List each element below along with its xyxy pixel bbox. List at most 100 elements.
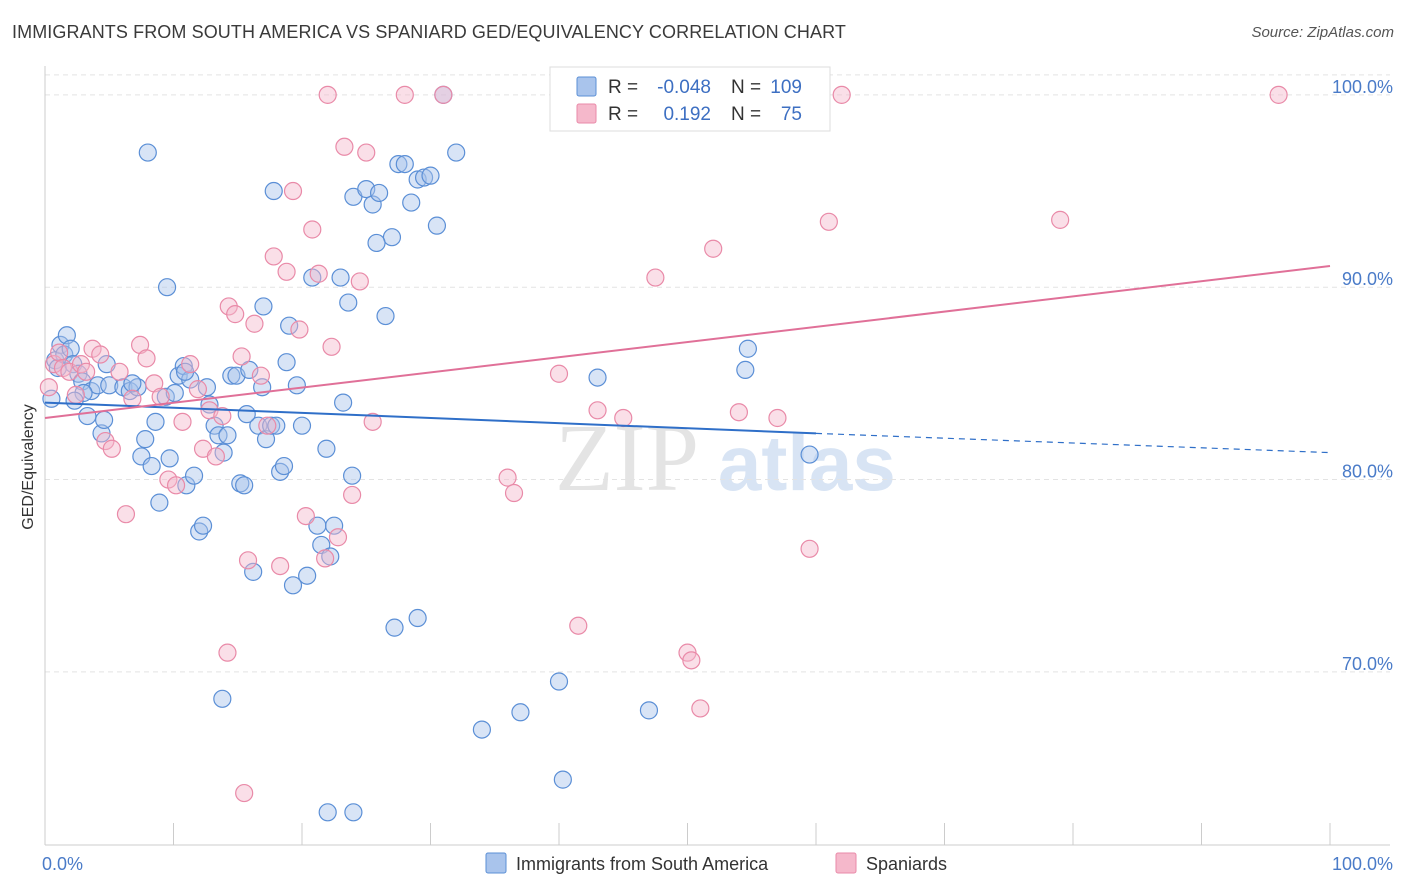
data-point <box>614 408 633 428</box>
legend-r-value-blue: -0.048 <box>657 77 711 98</box>
data-point <box>549 672 569 691</box>
data-point <box>44 355 64 374</box>
data-point <box>357 143 376 162</box>
data-point <box>78 406 97 426</box>
data-point <box>271 556 290 576</box>
data-point <box>569 616 588 635</box>
data-point <box>553 770 572 789</box>
data-point <box>800 539 819 558</box>
data-point <box>193 516 213 535</box>
data-point <box>350 272 369 291</box>
bottom-legend-swatch-blue <box>485 852 507 874</box>
data-point <box>258 416 277 435</box>
data-point <box>188 380 208 399</box>
y-axis-title: GED/Equivalency <box>20 404 37 529</box>
data-point <box>290 320 309 339</box>
data-point <box>213 689 232 708</box>
data-point <box>283 181 303 201</box>
data-point <box>434 85 453 104</box>
data-point <box>66 385 85 405</box>
data-point <box>136 430 155 449</box>
data-point <box>292 416 312 435</box>
data-point <box>184 466 204 485</box>
data-point <box>588 401 607 420</box>
data-point <box>370 183 389 203</box>
data-point <box>639 701 659 720</box>
data-point <box>343 485 362 505</box>
data-point <box>51 335 70 355</box>
data-point <box>1051 210 1070 229</box>
data-point <box>402 193 421 212</box>
x-tick-labels: 0.0% 100.0% <box>42 854 1393 874</box>
data-point <box>363 195 382 214</box>
data-point <box>738 339 757 358</box>
data-point <box>240 360 259 380</box>
x-tick-label-max: 100.0% <box>1332 854 1393 874</box>
data-point <box>277 262 296 281</box>
data-point <box>245 314 264 333</box>
data-point <box>331 268 350 287</box>
data-point <box>646 268 665 287</box>
data-point <box>283 576 303 595</box>
data-point <box>123 374 142 393</box>
legend-n-label-pink: N = <box>731 104 761 125</box>
data-point <box>768 408 787 428</box>
data-point <box>832 85 851 104</box>
data-point <box>274 456 294 476</box>
legend-r-label-blue: R = <box>608 77 638 98</box>
data-point <box>254 297 273 316</box>
data-point <box>317 439 336 458</box>
data-point <box>318 85 337 104</box>
legend-r-value-pink: 0.192 <box>663 104 711 125</box>
data-point <box>277 353 296 372</box>
data-point <box>395 154 414 174</box>
series-immigrants-points <box>42 85 819 822</box>
watermark-zip: ZIP <box>555 404 699 511</box>
grid-lines <box>45 74 1390 673</box>
data-point <box>408 608 427 628</box>
data-point <box>177 476 196 495</box>
y-tick-labels: 70.0% 80.0% 90.0% 100.0% <box>1332 77 1393 674</box>
data-point <box>138 143 157 162</box>
data-point <box>322 337 341 356</box>
data-point <box>287 376 306 395</box>
data-point <box>95 410 114 430</box>
data-point <box>39 378 58 397</box>
data-point <box>181 355 200 374</box>
data-point <box>123 389 142 408</box>
data-point <box>736 360 755 380</box>
data-point <box>427 216 447 235</box>
data-point <box>218 643 237 662</box>
data-point <box>102 439 121 458</box>
correlation-legend: R = -0.048 N = 109 R = 0.192 N = 75 <box>549 66 831 132</box>
data-point <box>382 228 402 247</box>
data-point <box>385 618 404 637</box>
data-point <box>77 362 96 381</box>
data-point <box>472 720 491 739</box>
data-point <box>504 483 524 503</box>
data-point <box>343 466 362 485</box>
data-point <box>160 449 179 468</box>
data-point <box>389 154 408 174</box>
data-point <box>222 366 241 385</box>
y-tick-label: 70.0% <box>1342 654 1393 674</box>
data-point <box>316 549 335 568</box>
data-point <box>50 343 69 362</box>
data-point <box>414 168 434 187</box>
data-point <box>137 349 156 368</box>
data-point <box>218 426 237 445</box>
bottom-legend-swatch-pink <box>835 852 857 874</box>
data-point <box>1269 85 1288 104</box>
series-legend: Immigrants from South America Spaniards <box>485 852 947 874</box>
data-point <box>325 516 344 535</box>
data-point <box>447 143 466 162</box>
data-point <box>264 181 283 201</box>
data-point <box>588 368 607 387</box>
y-tick-label: 100.0% <box>1332 77 1393 97</box>
data-point <box>335 137 354 156</box>
data-point <box>110 362 129 381</box>
data-point <box>142 456 161 476</box>
data-point <box>57 326 76 345</box>
data-point <box>363 412 382 431</box>
data-point <box>367 233 386 253</box>
